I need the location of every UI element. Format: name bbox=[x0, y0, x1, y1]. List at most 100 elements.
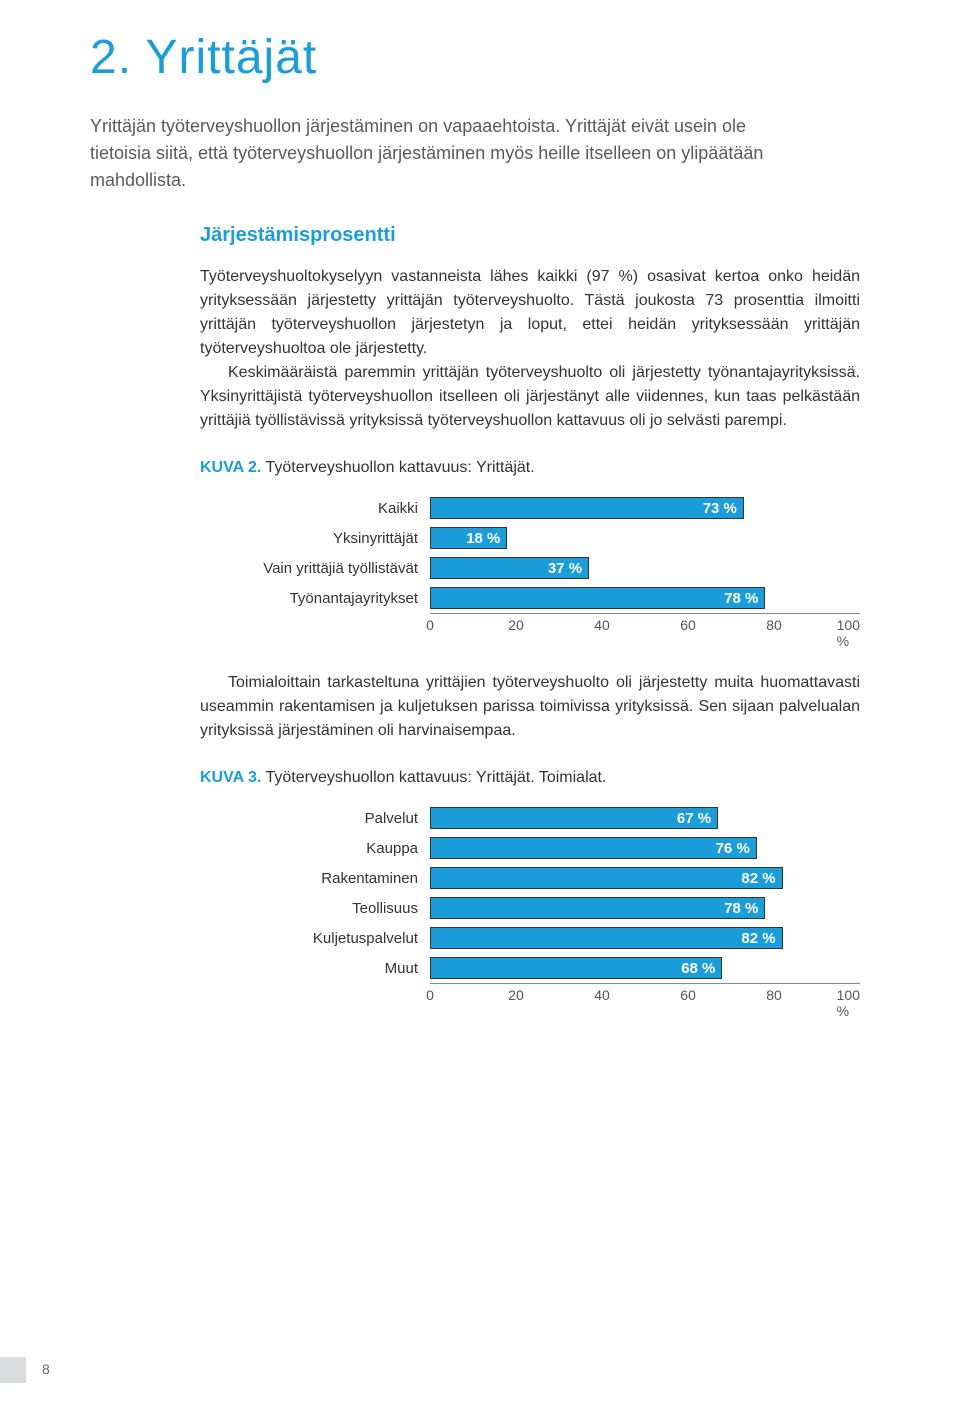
chart-bar-fill: 78 % bbox=[430, 587, 765, 609]
figure-title: Työterveyshuollon kattavuus: Yrittäjät. … bbox=[261, 769, 606, 786]
chart-row: Yksinyrittäjät 18 % bbox=[220, 523, 860, 553]
chart-axis-row: 0 20 40 60 80 100 % bbox=[220, 613, 860, 635]
para-text: Keskimääräistä paremmin yrittäjän työter… bbox=[200, 364, 860, 429]
chart-tick: 0 bbox=[426, 987, 434, 1003]
intro-paragraph: Yrittäjän työterveyshuollon järjestämine… bbox=[90, 113, 810, 194]
chart-category-label: Muut bbox=[220, 960, 430, 977]
chart-tick: 40 bbox=[594, 617, 610, 633]
figure-caption: KUVA 3. Työterveyshuollon kattavuus: Yri… bbox=[200, 769, 860, 787]
chart-category-label: Palvelut bbox=[220, 810, 430, 827]
chart-row: Työnantajayritykset 78 % bbox=[220, 583, 860, 613]
chart-axis-spacer bbox=[220, 983, 430, 1005]
chart-category-label: Rakentaminen bbox=[220, 870, 430, 887]
body-paragraph: Työterveyshuoltokyselyyn vastanneista lä… bbox=[200, 265, 860, 433]
chart-value-label: 82 % bbox=[741, 930, 775, 947]
figure-label: KUVA 2. bbox=[200, 459, 261, 476]
chart-value-label: 68 % bbox=[681, 960, 715, 977]
chart-category-label: Vain yrittäjiä työllistävät bbox=[220, 560, 430, 577]
page-title: 2. Yrittäjät bbox=[90, 30, 870, 85]
chart-bar-fill: 73 % bbox=[430, 497, 744, 519]
chart-tick: 20 bbox=[508, 987, 524, 1003]
chart-tick: 60 bbox=[680, 987, 696, 1003]
chart-x-axis: 0 20 40 60 80 100 % bbox=[430, 613, 860, 635]
chart-plot-area: 73 % bbox=[430, 493, 860, 523]
chart-value-label: 78 % bbox=[724, 590, 758, 607]
chart-value-label: 76 % bbox=[716, 840, 750, 857]
chart-tick: 60 bbox=[680, 617, 696, 633]
chart-plot-area: 78 % bbox=[430, 893, 860, 923]
chart-axis-spacer bbox=[220, 613, 430, 635]
chart-row: Rakentaminen 82 % bbox=[220, 863, 860, 893]
chart-bar: 67 % bbox=[430, 807, 718, 829]
chart-bar: 78 % bbox=[430, 897, 765, 919]
chart-tick: 20 bbox=[508, 617, 524, 633]
chart-category-label: Työnantajayritykset bbox=[220, 590, 430, 607]
chart-tick: 80 bbox=[766, 617, 782, 633]
chart-row: Vain yrittäjiä työllistävät 37 % bbox=[220, 553, 860, 583]
chart-bar: 73 % bbox=[430, 497, 744, 519]
chart-bar: 18 % bbox=[430, 527, 507, 549]
chart-bar-fill: 18 % bbox=[430, 527, 507, 549]
chart-tick: 100 % bbox=[837, 987, 860, 1019]
chart-row: Palvelut 67 % bbox=[220, 803, 860, 833]
chart-plot-area: 76 % bbox=[430, 833, 860, 863]
chart-value-label: 37 % bbox=[548, 560, 582, 577]
chart-value-label: 67 % bbox=[677, 810, 711, 827]
chart-value-label: 73 % bbox=[703, 500, 737, 517]
chart-axis-line bbox=[430, 983, 860, 984]
chart-row: Kaikki 73 % bbox=[220, 493, 860, 523]
section-heading: Järjestämisprosentti bbox=[200, 224, 860, 247]
chart-axis-row: 0 20 40 60 80 100 % bbox=[220, 983, 860, 1005]
chart-row: Teollisuus 78 % bbox=[220, 893, 860, 923]
chart-bar-fill: 68 % bbox=[430, 957, 722, 979]
chart-bar: 82 % bbox=[430, 867, 783, 889]
chart-bar-fill: 67 % bbox=[430, 807, 718, 829]
para-text: Työterveyshuoltokyselyyn vastanneista lä… bbox=[200, 268, 860, 357]
chart-category-label: Kauppa bbox=[220, 840, 430, 857]
chart-plot-area: 82 % bbox=[430, 863, 860, 893]
chart-tick: 0 bbox=[426, 617, 434, 633]
chart-bar: 68 % bbox=[430, 957, 722, 979]
chart-value-label: 78 % bbox=[724, 900, 758, 917]
figure-caption: KUVA 2. Työterveyshuollon kattavuus: Yri… bbox=[200, 459, 860, 477]
para-text: Toimialoittain tarkasteltuna yrittäjien … bbox=[200, 674, 860, 739]
chart-plot-area: 82 % bbox=[430, 923, 860, 953]
chart-value-label: 82 % bbox=[741, 870, 775, 887]
page: 2. Yrittäjät Yrittäjän työterveyshuollon… bbox=[0, 0, 960, 1403]
chart-plot-area: 68 % bbox=[430, 953, 860, 983]
chart-bar-fill: 82 % bbox=[430, 867, 783, 889]
chart-value-label: 18 % bbox=[466, 530, 500, 547]
chart-plot-area: 78 % bbox=[430, 583, 860, 613]
chart-row: Kuljetuspalvelut 82 % bbox=[220, 923, 860, 953]
chart-plot-area: 18 % bbox=[430, 523, 860, 553]
chart-bar: 78 % bbox=[430, 587, 765, 609]
chart-category-label: Kaikki bbox=[220, 500, 430, 517]
chart-plot-area: 67 % bbox=[430, 803, 860, 833]
chart-tick: 100 % bbox=[837, 617, 860, 649]
chart-category-label: Kuljetuspalvelut bbox=[220, 930, 430, 947]
chart-kuva3: Palvelut 67 % Kauppa 76 % Rakentaminen 8… bbox=[220, 803, 860, 1005]
chart-bar-fill: 76 % bbox=[430, 837, 757, 859]
chart-plot-area: 37 % bbox=[430, 553, 860, 583]
chart-category-label: Teollisuus bbox=[220, 900, 430, 917]
chart-kuva2: Kaikki 73 % Yksinyrittäjät 18 % Vain yri… bbox=[220, 493, 860, 635]
chart-bar-fill: 78 % bbox=[430, 897, 765, 919]
body-paragraph: Toimialoittain tarkasteltuna yrittäjien … bbox=[200, 671, 860, 743]
chart-bar: 82 % bbox=[430, 927, 783, 949]
chart-tick: 40 bbox=[594, 987, 610, 1003]
page-tab bbox=[0, 1357, 26, 1383]
page-number: 8 bbox=[42, 1361, 50, 1377]
content-column: Järjestämisprosentti Työterveyshuoltokys… bbox=[200, 224, 860, 1005]
chart-bar: 37 % bbox=[430, 557, 589, 579]
chart-bar: 76 % bbox=[430, 837, 757, 859]
chart-x-axis: 0 20 40 60 80 100 % bbox=[430, 983, 860, 1005]
chart-axis-line bbox=[430, 613, 860, 614]
figure-label: KUVA 3. bbox=[200, 769, 261, 786]
chart-tick: 80 bbox=[766, 987, 782, 1003]
chart-row: Muut 68 % bbox=[220, 953, 860, 983]
figure-title: Työterveyshuollon kattavuus: Yrittäjät. bbox=[261, 459, 534, 476]
chart-row: Kauppa 76 % bbox=[220, 833, 860, 863]
chart-category-label: Yksinyrittäjät bbox=[220, 530, 430, 547]
chart-bar-fill: 82 % bbox=[430, 927, 783, 949]
chart-bar-fill: 37 % bbox=[430, 557, 589, 579]
